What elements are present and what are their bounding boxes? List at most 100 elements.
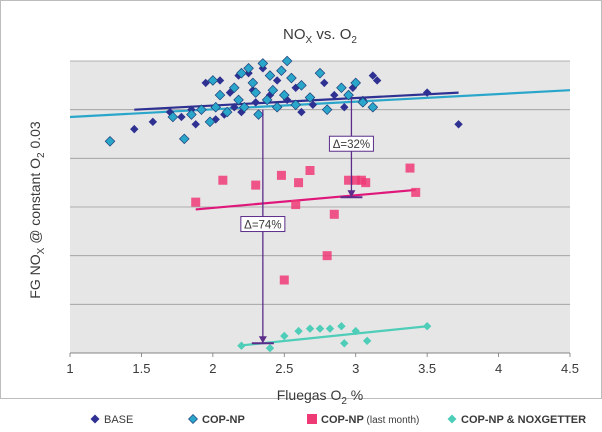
legend-marker — [188, 414, 198, 424]
y-label-c: 0.03 — [27, 121, 43, 152]
data-points — [104, 55, 463, 353]
data-point — [422, 88, 432, 97]
data-point — [343, 89, 354, 101]
data-point — [250, 87, 262, 98]
legend-label: COP-NP & NOXGETTER — [461, 414, 586, 426]
legend-label: BASE — [104, 414, 133, 426]
data-point — [322, 251, 332, 261]
y-label-sub-1: X — [36, 247, 47, 254]
data-point — [362, 336, 372, 346]
data-point — [305, 166, 315, 175]
data-point — [251, 180, 261, 190]
title-part-2: vs. O — [312, 26, 351, 43]
data-point — [191, 197, 201, 207]
data-point — [340, 103, 349, 112]
data-point — [330, 90, 339, 100]
legend-label-main: BASE — [104, 414, 133, 426]
data-point — [237, 341, 246, 350]
trendline — [195, 188, 416, 211]
data-point — [267, 84, 279, 96]
delta-label-box — [240, 216, 286, 233]
data-point — [321, 104, 333, 115]
data-point — [261, 94, 273, 106]
x-tick-label: 4 — [495, 361, 502, 376]
annotations: Δ=74% Δ=32% — [240, 97, 374, 345]
data-point — [204, 116, 216, 128]
data-point — [251, 98, 260, 107]
data-point — [215, 76, 225, 85]
data-point — [247, 77, 259, 89]
data-point — [281, 55, 293, 67]
data-point — [207, 75, 219, 86]
data-point — [297, 107, 306, 117]
data-point — [218, 175, 228, 185]
title-sub-1: X — [306, 35, 313, 46]
data-point — [336, 82, 347, 94]
data-point — [228, 82, 240, 94]
data-point — [454, 120, 463, 129]
data-point — [278, 89, 290, 101]
data-point — [340, 339, 349, 348]
data-point — [243, 63, 254, 74]
data-point — [280, 331, 289, 341]
legend-label: COP-NP — [202, 414, 245, 426]
data-point — [265, 343, 275, 353]
data-point — [315, 324, 325, 333]
trendline — [69, 89, 571, 119]
legend-label-main: COP-NP — [321, 414, 364, 426]
data-point — [325, 324, 335, 333]
legend-label: COP-NP (last month) — [321, 414, 419, 426]
data-point — [264, 70, 276, 81]
data-point — [361, 178, 371, 188]
data-point — [191, 120, 200, 129]
data-point — [276, 65, 287, 77]
data-point — [305, 324, 315, 333]
data-point — [368, 71, 378, 80]
title-part-1: NO — [283, 26, 306, 43]
x-tick-label: 4.5 — [561, 361, 579, 376]
data-point — [296, 80, 307, 91]
x-axis-label: Fluegas O2 % — [277, 387, 364, 407]
delta-arrow-head — [258, 336, 267, 344]
x-tick-label: 1.5 — [132, 361, 150, 376]
delta-label-box — [328, 135, 374, 152]
data-point — [253, 109, 264, 120]
data-point — [290, 99, 302, 111]
data-point — [238, 101, 250, 113]
data-point — [221, 106, 233, 118]
y-label-sub-2: 2 — [36, 152, 47, 158]
data-point — [294, 178, 304, 188]
data-point — [351, 175, 361, 185]
data-point — [104, 136, 116, 147]
legend: BASE COP-NP COP-NP (last month) COP-NP & NO… — [90, 414, 586, 426]
data-point — [372, 76, 382, 85]
x-tick-label: 2.5 — [275, 361, 293, 376]
data-point — [271, 101, 283, 113]
delta-arrow-head — [347, 190, 356, 198]
data-point — [148, 117, 158, 127]
data-point — [314, 67, 326, 79]
data-point — [422, 322, 432, 331]
data-point — [344, 175, 354, 185]
legend-marker — [90, 414, 100, 424]
data-point — [329, 209, 339, 219]
data-point — [165, 107, 175, 117]
legend-marker — [307, 414, 317, 424]
legend-label-suffix: (last month) — [364, 415, 420, 426]
data-point — [177, 112, 186, 122]
data-point — [210, 101, 222, 113]
data-point — [233, 94, 244, 106]
x-tick-label: 3 — [352, 361, 359, 376]
legend-label-main: COP-NP & NOXGETTER — [461, 414, 586, 426]
data-point — [357, 97, 369, 108]
legend-label-main: COP-NP — [202, 414, 245, 426]
y-axis-label: FG NOX @ constant O2 0.03 — [27, 121, 47, 299]
y-label-b: @ constant O — [27, 158, 43, 248]
y-label-a: FG NO — [27, 254, 43, 298]
data-point — [304, 92, 316, 103]
x-tick-labels: 1 1.5 2 2.5 3 3.5 4 4.5 — [66, 352, 579, 376]
data-point — [405, 163, 415, 173]
data-point — [230, 103, 239, 112]
